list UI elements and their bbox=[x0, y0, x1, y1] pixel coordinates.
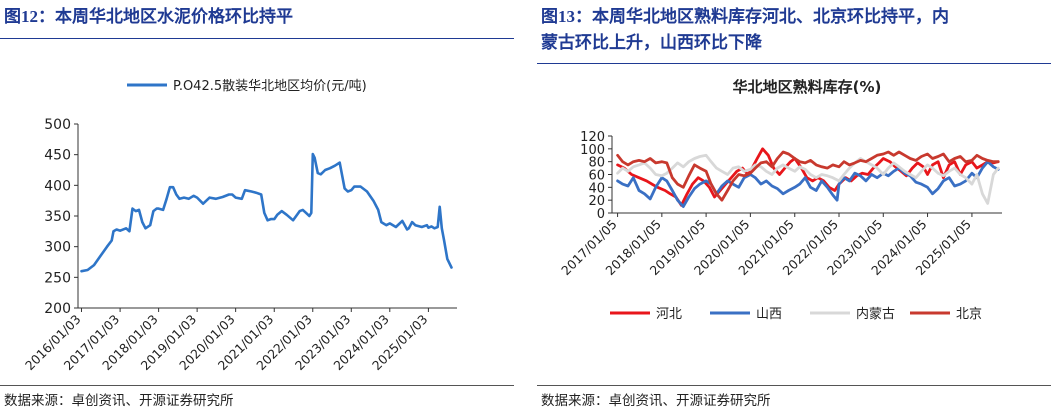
y-tick-label: 500 bbox=[44, 117, 71, 133]
figure-title-line: 图13：本周华北地区熟料库存河北、北京环比持平，内 bbox=[541, 7, 949, 26]
series-line bbox=[616, 160, 1000, 208]
clinker-inventory-chart: 华北地区熟料库存(%)1201008060402002017/01/052018… bbox=[558, 78, 1002, 322]
y-tick-label: 350 bbox=[44, 209, 71, 225]
y-tick-label: 100 bbox=[580, 143, 605, 158]
legend-label: 河北 bbox=[656, 307, 682, 322]
figure-title: 图13：本周华北地区熟料库存河北、北京环比持平，内 蒙古环比上升，山西环比下降 bbox=[541, 4, 1053, 56]
left-figure-panel: 图12：本周华北地区水泥价格环比持平 500 450 400 350 300 250 200… bbox=[0, 0, 520, 415]
y-tick-label: 40 bbox=[588, 181, 605, 196]
legend-label: 山西 bbox=[756, 307, 782, 322]
series-line bbox=[616, 150, 1000, 202]
data-source-note: 数据来源：卓创资讯、开源证券研究所 bbox=[4, 393, 234, 409]
data-source-note: 数据来源：卓创资讯、开源证券研究所 bbox=[541, 393, 771, 409]
title-divider bbox=[0, 38, 514, 39]
y-tick-label: 300 bbox=[44, 240, 71, 256]
y-tick-label: 80 bbox=[588, 156, 605, 171]
series-line bbox=[616, 147, 1000, 207]
figure-title-line: 蒙古环比上升，山西环比下降 bbox=[541, 33, 762, 52]
y-tick-label: 120 bbox=[580, 130, 605, 145]
figure-title: 图12：本周华北地区水泥价格环比持平 bbox=[4, 7, 293, 26]
y-tick-label: 20 bbox=[588, 194, 605, 209]
cement-price-chart: 5004504003503002502002016/01/032017/01/0… bbox=[22, 79, 457, 373]
source-divider bbox=[0, 385, 514, 386]
legend-label: P.O42.5散装华北地区均价(元/吨) bbox=[173, 79, 367, 94]
y-tick-label: 0 bbox=[597, 207, 605, 222]
right-figure-panel: 图13：本周华北地区熟料库存河北、北京环比持平，内 蒙古环比上升，山西环比下降 … bbox=[537, 0, 1057, 415]
y-tick-label: 200 bbox=[44, 301, 71, 317]
source-divider bbox=[537, 385, 1051, 386]
y-tick-label: 400 bbox=[44, 178, 71, 194]
legend-label: 北京 bbox=[956, 307, 982, 322]
legend-label: 内蒙古 bbox=[856, 306, 895, 322]
series-line bbox=[80, 152, 453, 273]
y-tick-label: 60 bbox=[588, 169, 605, 184]
title-divider bbox=[537, 63, 1051, 64]
y-tick-label: 450 bbox=[44, 148, 71, 164]
y-tick-label: 250 bbox=[44, 270, 71, 286]
series-line bbox=[616, 153, 1000, 205]
chart-title: 华北地区熟料库存(%) bbox=[733, 78, 882, 96]
